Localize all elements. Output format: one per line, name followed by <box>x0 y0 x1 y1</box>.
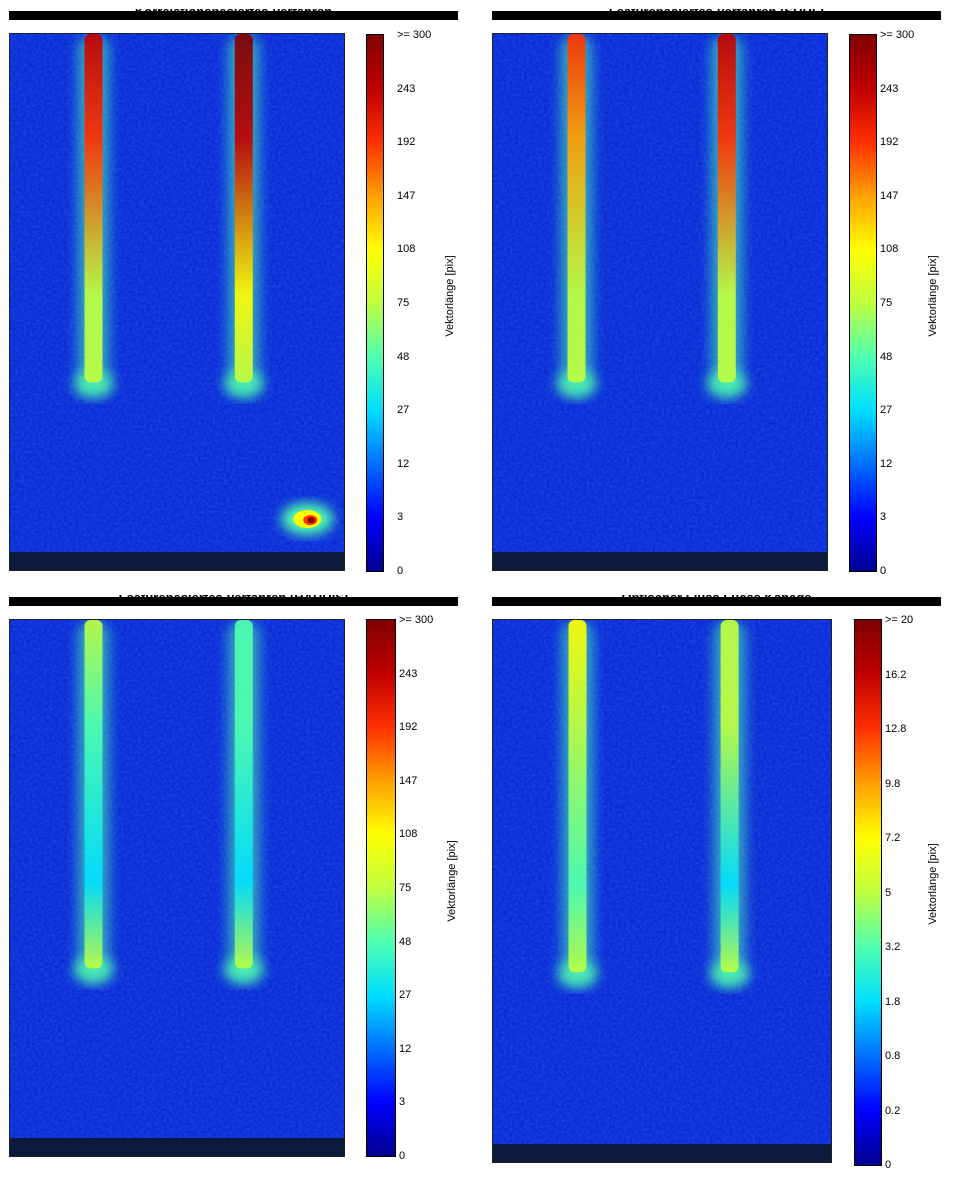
colorbar-tick-label: 48 <box>397 350 410 363</box>
colorbar <box>849 34 877 572</box>
colorbar-label: Vektorlänge [pix] <box>927 255 939 337</box>
field-texture <box>493 620 831 1162</box>
colorbar-label: Vektorlänge [pix] <box>444 255 456 337</box>
colorbar-tick-label: 27 <box>397 404 410 417</box>
slot-left <box>556 34 597 399</box>
slot-left <box>73 34 114 399</box>
colorbar-tick-label: 16.2 <box>885 668 907 681</box>
colorbar <box>854 619 882 1166</box>
colorbar-tick-label: 243 <box>397 82 416 95</box>
colorbar-tick-label: 147 <box>880 189 899 202</box>
colorbar-tick-label: 192 <box>397 136 416 149</box>
chart-title: Featurebasiertes Verfahren (SURF) <box>608 9 825 19</box>
colorbar-gradient <box>367 35 383 571</box>
chart-title: Korrelationsbasiertes Verfahren <box>134 9 333 19</box>
colorbar-label: Vektorlänge [pix] <box>927 843 939 925</box>
panel-title-bar: Featurebasiertes Verfahren (SURF) <box>492 9 941 21</box>
colorbar-tick-label: 12.8 <box>885 723 907 735</box>
heatmap-field <box>9 619 345 1157</box>
field-texture <box>10 620 344 1156</box>
colorbar-tick-label: 108 <box>397 243 416 256</box>
colorbar <box>366 619 396 1157</box>
colorbar-tick-label: 147 <box>399 774 418 787</box>
colorbar-gradient <box>850 35 876 571</box>
colorbar-tick-label: 0.8 <box>885 1050 901 1062</box>
colorbar-tick-label: 243 <box>880 82 899 95</box>
colorbar-tick-label: 0.2 <box>885 1104 901 1117</box>
colorbar-tick-label: 0 <box>885 1159 892 1171</box>
colorbar-tick-label: 3.2 <box>885 941 901 953</box>
field-bottom-edge <box>10 1138 344 1156</box>
colorbar-tick-label: 147 <box>397 189 416 202</box>
colorbar-gradient <box>855 620 881 1165</box>
colorbar-tick-label: 5 <box>885 886 892 899</box>
colorbar-label: Vektorlänge [pix] <box>446 840 458 922</box>
panel-title-bar: Optischer Fluss Lucas Kanade <box>492 595 941 607</box>
colorbar-tick-label: 12 <box>399 1042 412 1055</box>
colorbar-tick-label: 243 <box>399 667 418 680</box>
chart-title: Featurebasiertes Verfahren (HARRIS) <box>118 595 349 605</box>
field-texture <box>10 34 344 570</box>
colorbar-tick-label: 3 <box>397 511 404 524</box>
chart-title: Optischer Fluss Lucas Kanade <box>621 595 812 605</box>
heatmap-field <box>492 619 832 1163</box>
colorbar-tick-label: 0 <box>397 565 404 577</box>
colorbar-tick-label: 3 <box>880 511 887 524</box>
slot-left <box>73 620 114 985</box>
colorbar-tick-label: >= 300 <box>397 29 432 41</box>
panel-title-bar: Featurebasiertes Verfahren (HARRIS) <box>9 595 458 607</box>
colorbar-tick-label: 7.2 <box>885 832 901 844</box>
slot-left <box>557 620 598 989</box>
field-texture <box>493 34 827 570</box>
colorbar-tick-label: 48 <box>880 350 893 363</box>
colorbar-tick-label: 75 <box>880 297 893 309</box>
colorbar-tick-label: >= 300 <box>880 29 915 41</box>
slot-right <box>223 34 264 399</box>
field-bottom-edge <box>10 552 344 570</box>
colorbar-tick-label: 12 <box>397 457 410 470</box>
field-bottom-edge <box>493 552 827 570</box>
colorbar-tick-label: 75 <box>397 297 410 309</box>
colorbar-tick-label: 48 <box>399 935 412 948</box>
slot-right <box>709 620 750 989</box>
colorbar-tick-label: 192 <box>880 136 899 149</box>
colorbar-gradient <box>367 620 395 1156</box>
colorbar-tick-label: >= 300 <box>399 614 434 626</box>
colorbar-tick-label: 12 <box>880 457 893 470</box>
colorbar-tick-label: 1.8 <box>885 995 901 1008</box>
slot-right <box>223 620 264 985</box>
field-bottom-edge <box>493 1144 831 1162</box>
colorbar-tick-label: 3 <box>399 1096 406 1109</box>
colorbar-tick-label: >= 20 <box>885 614 914 626</box>
colorbar-tick-label: 75 <box>399 882 412 894</box>
colorbar-tick-label: 0 <box>880 565 887 577</box>
heatmap-field <box>492 33 828 571</box>
heatmap-field <box>9 33 345 571</box>
panel-title-bar: Korrelationsbasiertes Verfahren <box>9 9 458 21</box>
colorbar <box>366 34 384 572</box>
colorbar-tick-label: 108 <box>399 828 418 841</box>
colorbar-tick-label: 0 <box>399 1150 406 1162</box>
colorbar-tick-label: 108 <box>880 243 899 256</box>
slot-right <box>706 34 747 399</box>
hotspot <box>281 503 334 536</box>
colorbar-tick-label: 9.8 <box>885 777 901 790</box>
colorbar-tick-label: 27 <box>880 404 893 417</box>
colorbar-tick-label: 27 <box>399 989 412 1002</box>
colorbar-tick-label: 192 <box>399 721 418 734</box>
